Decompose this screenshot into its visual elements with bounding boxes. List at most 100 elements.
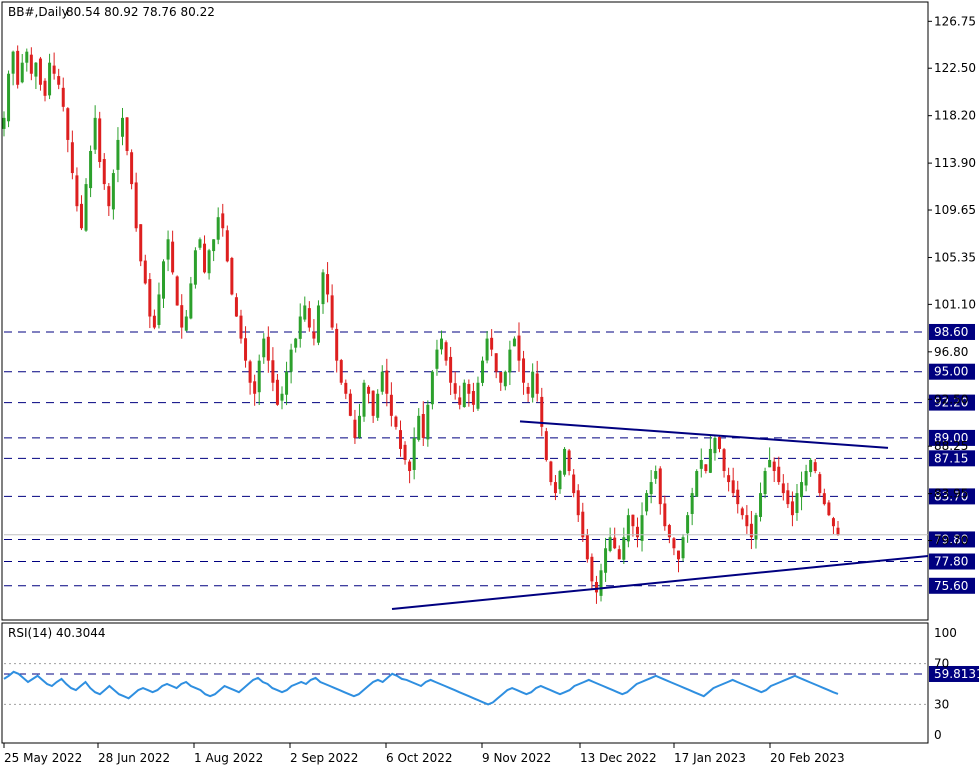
candle-bear: [43, 80, 47, 96]
candle-bear: [494, 353, 498, 372]
candle-bear: [740, 508, 744, 516]
price-panel-frame: [1, 1, 929, 621]
candle-bear: [389, 394, 393, 416]
candle-bear: [102, 159, 106, 185]
date-tick-label: 1 Aug 2022: [194, 751, 263, 765]
candle-bear: [385, 370, 389, 394]
candle-bull: [207, 250, 211, 274]
candle-bull: [216, 217, 220, 240]
candle-bull: [289, 349, 293, 372]
candle-bear: [471, 390, 475, 405]
candle-bull: [608, 537, 612, 551]
rsi-tick-label: 70: [934, 657, 949, 671]
candle-bear: [813, 462, 817, 472]
candle-bear: [348, 393, 352, 416]
price-tick-label: 118.20: [934, 109, 976, 123]
candle-bear: [444, 342, 448, 361]
candle-bear: [307, 308, 311, 328]
candle-bear: [831, 518, 835, 527]
level-label-bg: [929, 553, 975, 570]
rsi-tick-label: 0: [934, 728, 942, 742]
candle-bull: [380, 371, 384, 392]
candle-bear: [576, 490, 580, 516]
candle-bull: [440, 338, 444, 350]
price-tick-label: 96.80: [934, 345, 968, 359]
candle-bear: [745, 515, 749, 527]
candle-bull: [800, 482, 804, 498]
level-label: 77.80: [934, 555, 968, 569]
candle-bear: [16, 50, 20, 85]
candle-bear: [75, 175, 79, 207]
candle-bull: [462, 382, 466, 408]
candle-bear: [549, 461, 553, 483]
candle-bear: [594, 581, 598, 593]
rsi-title: RSI(14) 40.3044: [8, 626, 106, 640]
candle-bear: [244, 338, 248, 361]
candle-bull: [321, 272, 325, 305]
candle-bull: [426, 404, 430, 440]
candle-bull: [34, 62, 38, 77]
candle-bear: [836, 527, 840, 535]
candle-bull: [157, 294, 161, 325]
candle-bull: [198, 239, 202, 248]
level-label: 92.20: [934, 396, 968, 410]
level-label-bg: [929, 531, 975, 548]
ohlc-values: 80.54 80.92 78.76 80.22: [66, 5, 215, 19]
candle-bear: [221, 213, 225, 229]
level-label: 98.60: [934, 325, 968, 339]
price-tick-label: 88.25: [934, 439, 968, 453]
candle-bear: [617, 549, 621, 560]
price-tick-label: 79.70: [934, 534, 968, 548]
candle-bull: [604, 548, 608, 573]
candle-bear: [667, 525, 671, 538]
trendlines: [391, 420, 929, 610]
candle-bear: [467, 384, 471, 394]
candle-bull: [7, 73, 11, 122]
candle-bear: [736, 489, 740, 505]
level-label-bg: [929, 450, 975, 467]
candle-bear: [449, 356, 453, 383]
trendline-lower[interactable]: [391, 554, 929, 610]
rsi-line: [3, 670, 839, 706]
candle-bear: [526, 386, 530, 394]
candle-bear: [408, 461, 412, 472]
candle-bull: [48, 62, 52, 96]
candle-bull: [563, 448, 567, 475]
candle-bear: [635, 526, 639, 538]
rsi-panel[interactable]: 59.8131 100 70 30 0 RSI(14) 40.3044: [1, 622, 980, 744]
candle-bear: [57, 76, 61, 85]
level-label: 95.00: [934, 365, 968, 379]
date-tick-label: 13 Dec 2022: [580, 751, 657, 765]
candle-bear: [458, 397, 462, 405]
candle-bull: [558, 471, 562, 490]
candle-bull: [257, 360, 261, 393]
candle-bull: [376, 393, 380, 418]
date-tick-label: 28 Jun 2022: [98, 751, 170, 765]
candle-bear: [553, 482, 557, 494]
candle-bear: [335, 328, 339, 361]
candle-bull: [294, 338, 298, 348]
candle-bull: [89, 150, 93, 189]
candle-bear: [453, 383, 457, 394]
candle-bull: [162, 261, 166, 299]
candle-bear: [704, 464, 708, 472]
candle-bear: [676, 550, 680, 560]
trendline-upper[interactable]: [519, 420, 889, 449]
candle-bull: [809, 459, 813, 473]
candle-bear: [590, 556, 594, 582]
rsi-axis: 100 70 30 0: [934, 626, 957, 742]
candle-bull: [512, 338, 516, 347]
level-label-bg: [929, 577, 975, 594]
candle-bull: [430, 371, 434, 405]
candle-bear: [230, 257, 234, 295]
price-panel[interactable]: 98.60 95.00 92.20 89.00 87.15 83.70 79.80 77.80…: [1, 1, 976, 621]
date-tick-label: 20 Feb 2023: [770, 751, 845, 765]
candle-bear: [353, 419, 357, 438]
date-tick-label: 9 Nov 2022: [482, 751, 551, 765]
candle-bear: [253, 381, 257, 394]
candle-bear: [613, 537, 617, 549]
level-label-bg: [929, 363, 975, 380]
candle-bear: [718, 436, 722, 449]
rsi-tick-label: 30: [934, 697, 949, 711]
date-tick-label: 25 May 2022: [4, 751, 82, 765]
